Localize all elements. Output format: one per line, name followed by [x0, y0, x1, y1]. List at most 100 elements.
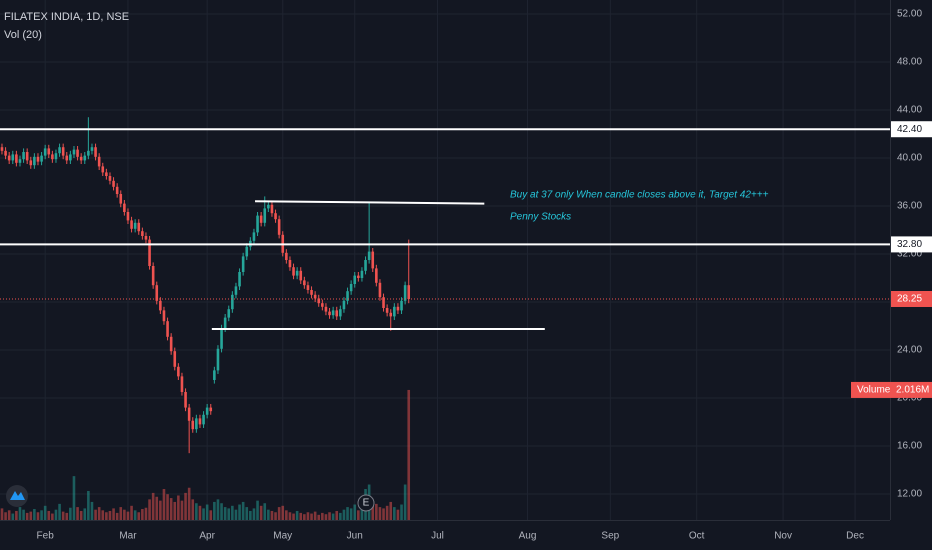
candle-body	[292, 267, 295, 276]
candle-body	[234, 286, 238, 295]
volume-bar	[216, 499, 220, 520]
candle-body	[328, 311, 331, 316]
candle-body	[403, 285, 407, 301]
price-label: 42.40	[897, 124, 922, 135]
volume-bar	[331, 513, 335, 520]
x-tick-label: Aug	[519, 531, 537, 542]
candle-body	[378, 282, 382, 298]
candle-body	[353, 275, 357, 284]
volume-value-label: 2.016M	[896, 385, 929, 396]
candle-body	[256, 215, 259, 233]
candle-body	[187, 407, 191, 421]
candle-body	[191, 420, 195, 430]
volume-bar	[375, 503, 378, 520]
volume-bar	[123, 509, 126, 520]
volume-bar	[151, 492, 155, 520]
volume-bar	[69, 507, 72, 520]
y-tick-label: 40.00	[897, 153, 922, 164]
candle-body	[54, 153, 58, 160]
volume-bar	[342, 509, 346, 520]
candle-body	[396, 306, 400, 311]
volume-bar	[61, 511, 65, 520]
volume-bar	[108, 510, 112, 520]
volume-bar	[249, 510, 252, 520]
candle-body	[263, 208, 267, 223]
candle-body	[367, 251, 371, 260]
volume-bar	[7, 510, 11, 520]
volume-bar	[169, 498, 173, 520]
candle-body	[360, 270, 364, 278]
volume-bar	[126, 511, 130, 520]
candle-body	[47, 148, 51, 155]
x-tick-label: Apr	[199, 531, 215, 542]
candle-body	[130, 220, 133, 229]
price-label: 28.25	[897, 294, 922, 305]
candle-body	[288, 260, 292, 268]
candle-body	[36, 156, 40, 162]
candle-body	[90, 147, 94, 151]
candle-body	[285, 252, 288, 260]
volume-bar	[385, 505, 389, 520]
volume-bar	[144, 507, 148, 520]
candle-body	[29, 160, 33, 166]
volume-bar	[234, 509, 238, 520]
candle-body	[119, 194, 123, 204]
price-label: 32.80	[897, 239, 922, 250]
volume-bar	[310, 513, 313, 520]
volume-bar	[11, 513, 15, 520]
candle-body	[79, 156, 83, 161]
candle-body	[101, 166, 105, 173]
logo	[6, 485, 28, 507]
volume-bar	[119, 507, 123, 520]
candle-body	[180, 376, 184, 392]
candle-body	[87, 150, 90, 156]
volume-bar	[115, 512, 119, 520]
volume-bar	[187, 487, 191, 520]
candle-body	[173, 351, 177, 367]
candle-body	[166, 321, 169, 337]
candle-body	[184, 391, 187, 408]
candle-body	[349, 283, 353, 292]
x-tick-label: Sep	[601, 531, 619, 542]
volume-bar	[36, 512, 40, 520]
volume-bar	[173, 501, 177, 520]
candle-body	[274, 213, 277, 220]
volume-bar	[51, 513, 54, 520]
x-tick-label: Jun	[347, 531, 363, 542]
candle-body	[159, 300, 162, 311]
event-marker-label: E	[363, 498, 370, 509]
x-tick-label: Dec	[846, 531, 864, 542]
candle-body	[155, 285, 159, 301]
candle-body	[43, 148, 47, 156]
candle-body	[407, 285, 411, 299]
volume-bar	[213, 501, 216, 520]
candle-body	[15, 154, 18, 163]
volume-bar	[371, 500, 375, 520]
volume-bar	[90, 501, 94, 520]
candle-body	[126, 212, 130, 221]
volume-bar	[22, 509, 25, 520]
candle-body	[295, 270, 299, 276]
volume-bar	[40, 510, 43, 520]
candle-body	[299, 270, 303, 281]
volume-bar	[29, 511, 33, 520]
volume-bar	[137, 512, 141, 520]
y-tick-label: 20.00	[897, 393, 922, 404]
candle-body	[177, 366, 180, 377]
volume-bar	[263, 503, 267, 520]
volume-bar	[18, 507, 22, 520]
candle-body	[105, 172, 108, 177]
candle-body	[141, 231, 144, 237]
candle-body	[123, 203, 126, 213]
volume-bar	[267, 509, 270, 520]
volume-bar	[339, 512, 342, 520]
volume-bar	[403, 484, 407, 520]
volume-bar	[306, 512, 310, 520]
volume-bar	[245, 507, 249, 520]
volume-bar	[54, 509, 58, 520]
volume-bar	[177, 495, 180, 520]
y-tick-label: 16.00	[897, 441, 922, 452]
volume-bar	[407, 389, 411, 520]
volume-bar	[349, 508, 353, 520]
candle-body	[4, 150, 7, 156]
